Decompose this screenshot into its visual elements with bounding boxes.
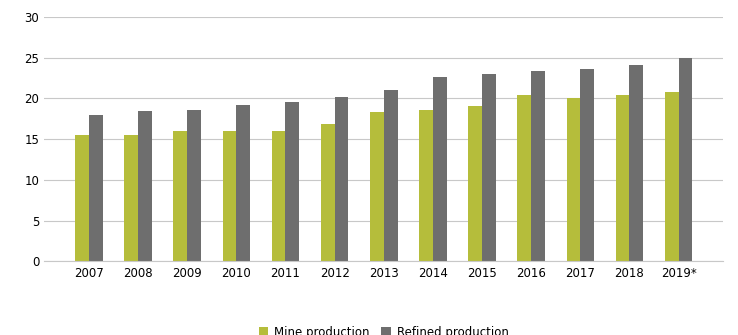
Bar — [469, 106, 482, 261]
Legend: Mine production, Refined production: Mine production, Refined production — [254, 321, 514, 335]
Bar — [531, 71, 545, 261]
Bar — [679, 58, 692, 261]
Bar — [384, 90, 398, 261]
Bar — [615, 95, 630, 261]
Bar — [482, 74, 496, 261]
Bar — [433, 77, 446, 261]
Bar — [187, 111, 201, 261]
Bar — [173, 131, 187, 261]
Bar — [630, 65, 644, 261]
Bar — [75, 135, 89, 261]
Bar — [370, 112, 384, 261]
Bar — [138, 111, 152, 261]
Bar — [236, 105, 250, 261]
Bar — [567, 98, 580, 261]
Bar — [89, 115, 103, 261]
Bar — [321, 124, 334, 261]
Bar — [334, 97, 348, 261]
Bar — [419, 111, 433, 261]
Bar — [517, 95, 531, 261]
Bar — [580, 69, 594, 261]
Bar — [223, 131, 236, 261]
Bar — [665, 92, 679, 261]
Bar — [286, 102, 299, 261]
Bar — [124, 135, 138, 261]
Bar — [272, 131, 286, 261]
